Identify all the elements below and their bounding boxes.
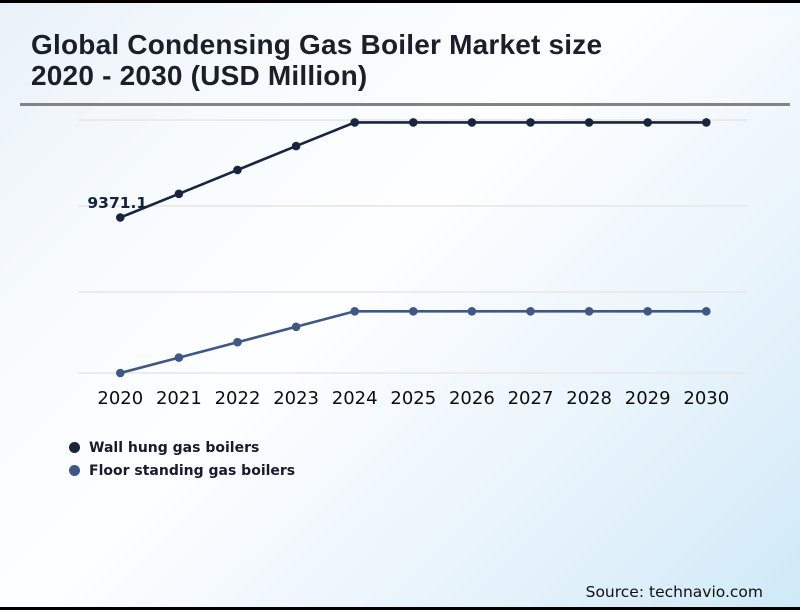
x-axis-label-2027: 2027 [507, 388, 554, 409]
data-point-floor-standing-gas-boilers-2024 [350, 307, 360, 316]
legend-marker-icon [69, 442, 80, 453]
x-axis-label-2021: 2021 [155, 388, 202, 409]
chart-title-line2: 2020 - 2030 (USD Million) [31, 60, 368, 91]
data-point-wall-hung-gas-boilers-2025 [409, 118, 418, 127]
data-point-wall-hung-gas-boilers-2022 [233, 165, 242, 175]
chart-header: Global Condensing Gas Boiler Market size… [31, 29, 602, 91]
data-point-wall-hung-gas-boilers-2027 [526, 118, 535, 127]
data-point-floor-standing-gas-boilers-2025 [409, 307, 418, 316]
x-axis-label-2024: 2024 [331, 388, 378, 409]
data-point-floor-standing-gas-boilers-2022 [233, 337, 242, 347]
x-axis-label-2020: 2020 [97, 388, 144, 409]
series-line-floor-standing-gas-boilers [119, 309, 707, 375]
x-axis-label-2025: 2025 [390, 388, 437, 409]
x-axis-label-2022: 2022 [214, 388, 261, 409]
legend-label: Wall hung gas boilers [89, 439, 260, 456]
legend-item-floor-standing-gas-boilers: Floor standing gas boilers [69, 462, 295, 479]
x-axis-label-2028: 2028 [566, 388, 612, 409]
source-credit: Source: technavio.com [585, 583, 763, 601]
x-axis-label-2023: 2023 [273, 388, 319, 409]
legend-marker-icon [69, 465, 80, 476]
series-line-wall-hung-gas-boilers [119, 121, 707, 219]
data-point-wall-hung-gas-boilers-2029 [643, 118, 652, 127]
data-point-floor-standing-gas-boilers-2028 [584, 307, 594, 316]
data-point-floor-standing-gas-boilers-2020 [116, 368, 125, 378]
data-point-floor-standing-gas-boilers-2030 [702, 307, 711, 316]
data-point-wall-hung-gas-boilers-2028 [584, 118, 594, 127]
data-point-wall-hung-gas-boilers-2021 [174, 189, 184, 199]
x-axis-label-2026: 2026 [448, 388, 495, 409]
data-point-wall-hung-gas-boilers-2026 [467, 118, 477, 127]
x-axis-label-2030: 2030 [683, 388, 730, 409]
data-point-floor-standing-gas-boilers-2026 [467, 307, 477, 316]
data-point-floor-standing-gas-boilers-2023 [291, 322, 301, 332]
title-underline [20, 103, 790, 106]
chart-title-line1: Global Condensing Gas Boiler Market size [31, 29, 603, 60]
data-point-wall-hung-gas-boilers-2020 [116, 213, 125, 222]
data-point-floor-standing-gas-boilers-2021 [174, 353, 184, 362]
line-chart: 9371.1 [78, 118, 747, 378]
chart-legend: Wall hung gas boilers Floor standing gas … [69, 439, 295, 485]
data-point-wall-hung-gas-boilers-2024 [350, 118, 360, 127]
x-axis-label-2029: 2029 [624, 388, 671, 409]
data-point-wall-hung-gas-boilers-2030 [702, 118, 711, 127]
data-point-label: 9371.1 [87, 194, 147, 212]
data-point-floor-standing-gas-boilers-2029 [643, 307, 652, 316]
legend-label: Floor standing gas boilers [89, 462, 296, 479]
legend-item-wall-hung-gas-boilers: Wall hung gas boilers [69, 439, 295, 456]
data-point-floor-standing-gas-boilers-2027 [526, 307, 535, 316]
data-point-wall-hung-gas-boilers-2023 [291, 141, 301, 151]
